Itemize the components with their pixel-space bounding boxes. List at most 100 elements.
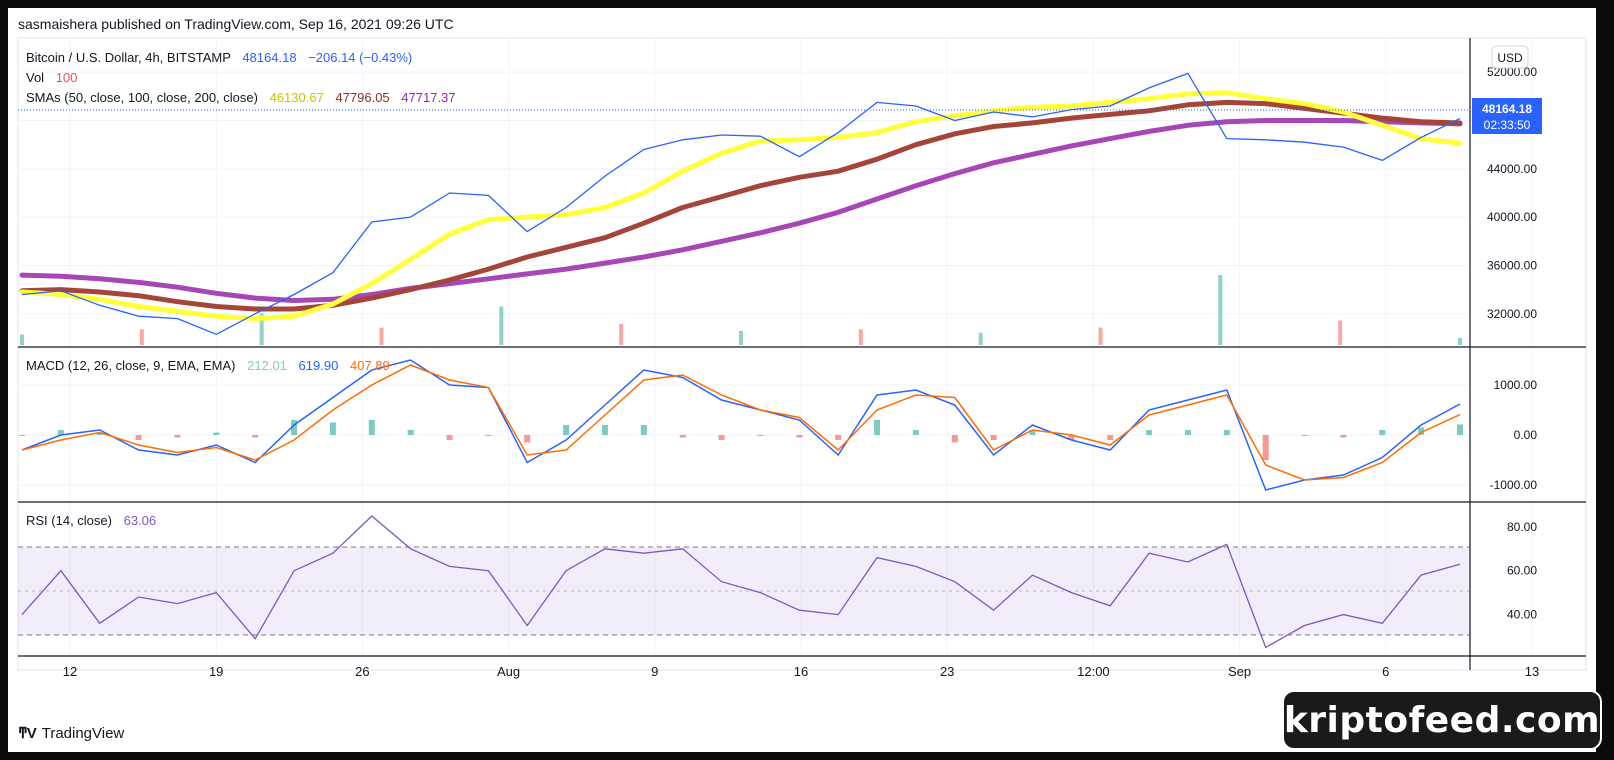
macd-signal-value: 407.89 [350, 358, 390, 373]
y-tick-label: 80.00 [1507, 520, 1537, 534]
macd-hist-bar [1379, 430, 1386, 435]
y-tick-label: 40000.00 [1487, 210, 1537, 224]
chart-card: sasmaishera published on TradingView.com… [8, 8, 1596, 752]
y-tick-label: 40.00 [1507, 608, 1537, 622]
sma200-value: 47717.37 [401, 90, 455, 105]
y-tick-label: 44000.00 [1487, 162, 1537, 176]
y-tick-label: -1000.00 [1490, 478, 1538, 492]
x-tick-label: 9 [651, 664, 658, 679]
macd-gridlines [18, 384, 1470, 486]
macd-hist-bar [291, 420, 298, 435]
vol-value: 100 [56, 70, 78, 85]
macd-hist-bar [135, 435, 142, 440]
y-tick-label: 0.00 [1514, 428, 1538, 442]
macd-histogram [19, 420, 1463, 460]
last-price-label: 48164.18 02:33:50 [1472, 98, 1542, 134]
svg-text:MACD (12, 26, close, 9, EMA, E: MACD (12, 26, close, 9, EMA, EMA) 212.01… [26, 358, 390, 373]
last-price-legend: 48164.18 [242, 50, 296, 65]
macd-hist-bar [485, 435, 492, 436]
volume-bar [1338, 320, 1343, 345]
x-tick-label: 6 [1382, 664, 1389, 679]
macd-signal-line [21, 364, 1461, 481]
macd-hist-bar [329, 422, 336, 435]
macd-value: 619.90 [299, 358, 339, 373]
svg-text:Bitcoin / U.S. Dollar, 4h, BIT: Bitcoin / U.S. Dollar, 4h, BITSTAMP 4816… [26, 50, 412, 65]
publisher-caption: sasmaishera published on TradingView.com… [18, 16, 454, 32]
volume-bar [1218, 275, 1223, 345]
y-tick-label: 36000.00 [1487, 258, 1537, 272]
x-tick-label: 19 [209, 664, 223, 679]
chart-canvas[interactable]: 32000.0036000.0040000.0044000.0048000.00… [8, 8, 1596, 752]
macd-hist-bar [640, 425, 647, 435]
macd-hist-bar [407, 430, 414, 435]
sma100-line [19, 99, 1463, 312]
volume-bar [1098, 327, 1103, 345]
tradingview-logo-text: TradingView [41, 724, 125, 742]
sma100-value: 47796.05 [335, 90, 389, 105]
macd-hist-bar [524, 435, 531, 443]
rsi-label: RSI (14, close) [26, 513, 112, 528]
time-axis[interactable]: 12 19 26 Aug 9 16 23 12:00 Sep 6 13 [63, 664, 1539, 679]
macd-hist-bar [1223, 430, 1230, 435]
macd-hist-bar [835, 435, 842, 440]
volume-bars [20, 275, 1462, 345]
macd-hist-bar [252, 435, 259, 438]
tradingview-logo-icon: ͳV [18, 725, 37, 742]
volume-bar [499, 306, 504, 345]
macd-pane[interactable] [18, 359, 1470, 491]
chart-area-border [17, 37, 1587, 671]
macd-hist-bar [1457, 424, 1463, 435]
macd-hist-bar [1418, 427, 1425, 435]
sma50-line [19, 90, 1463, 322]
macd-hist-bar [563, 425, 570, 435]
volume-bar [139, 329, 144, 345]
price-gridlines [18, 71, 1470, 315]
macd-hist-bar [874, 420, 881, 435]
y-tick-label: 32000.00 [1487, 307, 1537, 321]
currency-label: USD [1497, 51, 1523, 65]
candle-countdown: 02:33:50 [1484, 118, 1531, 132]
volume-bar [858, 329, 863, 345]
rsi-pane[interactable] [18, 515, 1470, 649]
macd-legend: MACD (12, 26, close, 9, EMA, EMA) 212.01… [26, 358, 390, 373]
y-tick-label: 1000.00 [1494, 378, 1538, 392]
macd-hist-bar [213, 432, 220, 435]
main-legend: Bitcoin / U.S. Dollar, 4h, BITSTAMP 4816… [26, 50, 456, 105]
macd-hist-bar [1184, 430, 1191, 435]
macd-hist-bar [174, 435, 181, 438]
macd-hist-bar [1340, 435, 1347, 438]
x-tick-label: 12:00 [1077, 664, 1110, 679]
volume-bar [739, 331, 743, 345]
macd-hist-bar [1262, 435, 1269, 460]
svg-text:RSI (14, close) 63.06: RSI (14, close) 63.06 [26, 513, 156, 528]
currency-badge[interactable]: USD [1491, 45, 1529, 69]
symbol-label: Bitcoin / U.S. Dollar, 4h, BITSTAMP [26, 50, 231, 65]
volume-bar [619, 324, 624, 345]
rsi-value: 63.06 [124, 513, 157, 528]
y-tick-label: 60.00 [1507, 564, 1537, 578]
x-tick-label: 12 [63, 664, 77, 679]
macd-hist-bar [679, 435, 686, 438]
macd-hist-bar [601, 425, 608, 435]
macd-hist-bar [57, 430, 64, 435]
macd-hist-value: 212.01 [247, 358, 287, 373]
macd-hist-bar [1107, 435, 1114, 440]
macd-hist-bar [446, 435, 453, 440]
macd-hist-bar [1301, 435, 1308, 436]
volume-bar [379, 327, 384, 345]
tradingview-logo[interactable]: ͳV TradingView [18, 724, 125, 743]
price-axis[interactable]: 32000.0036000.0040000.0044000.0048000.00… [1487, 65, 1537, 621]
x-tick-label: 23 [940, 664, 954, 679]
x-tick-label: Aug [497, 664, 520, 679]
macd-hist-bar [19, 435, 25, 436]
macd-hist-bar [757, 435, 764, 436]
volume-bar [20, 334, 24, 345]
svg-text:SMAs (50, close, 100, close, 2: SMAs (50, close, 100, close, 200, close)… [26, 90, 456, 105]
x-tick-label: 26 [355, 664, 369, 679]
macd-hist-bar [368, 420, 375, 435]
price-line [21, 72, 1461, 335]
rsi-band-fill [18, 547, 1470, 635]
macd-hist-bar [96, 432, 103, 435]
macd-hist-bar [1029, 430, 1036, 435]
watermark: kriptofeed.com [1282, 690, 1602, 750]
